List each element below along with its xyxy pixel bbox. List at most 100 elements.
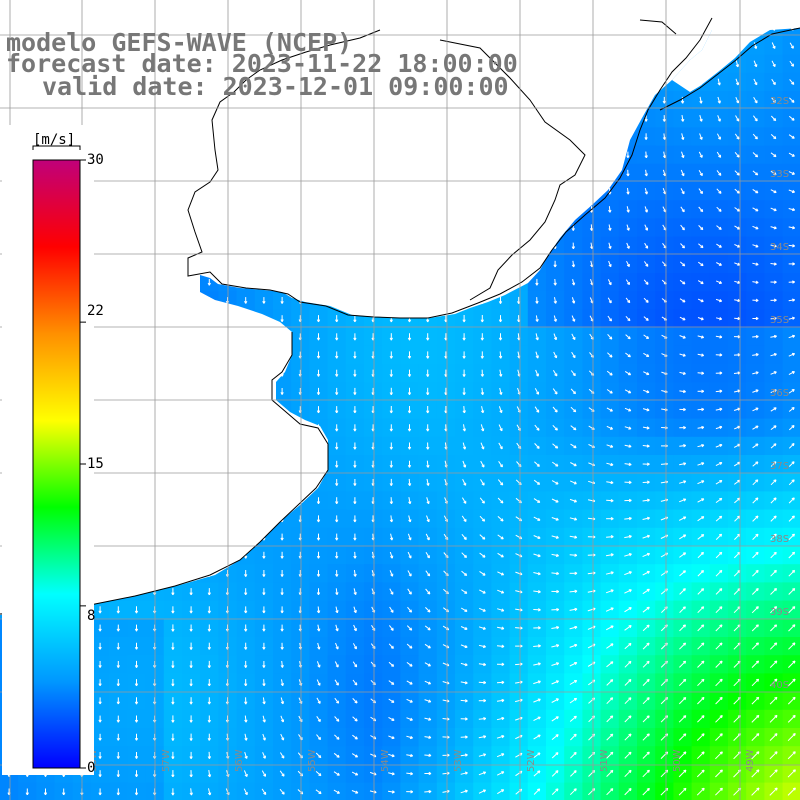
wind-arrow — [462, 369, 466, 377]
wind-arrow — [606, 389, 613, 394]
wind-arrow — [716, 262, 722, 266]
wind-arrow — [788, 152, 795, 157]
wind-arrow — [407, 387, 412, 396]
wind-arrow — [698, 206, 704, 213]
wind-arrow — [389, 369, 393, 377]
wind-arrow — [462, 333, 466, 341]
wind-arrow — [735, 115, 740, 122]
wind-arrow — [716, 188, 722, 194]
wind-arrow — [699, 96, 703, 104]
wind-arrow — [734, 243, 741, 248]
wind-arrow — [626, 169, 630, 177]
wind-arrow — [752, 244, 759, 248]
wind-arrow — [624, 389, 632, 394]
latitude-label: 39S — [770, 607, 789, 618]
wind-arrow — [570, 370, 576, 377]
wind-arrow — [407, 369, 412, 377]
wind-arrow — [480, 351, 484, 359]
longitude-label: 57W — [161, 749, 172, 772]
wind-arrow — [480, 369, 485, 377]
wind-arrow — [770, 280, 777, 284]
wind-arrow — [679, 298, 686, 303]
wind-arrow — [697, 335, 705, 339]
wind-arrow — [389, 387, 393, 396]
wind-arrow — [715, 317, 723, 321]
wind-arrow — [353, 387, 357, 395]
wind-arrow — [625, 334, 631, 340]
wind-arrow — [607, 297, 612, 304]
wind-arrow — [535, 315, 539, 322]
wind-arrow — [734, 151, 740, 158]
wind-arrow — [752, 316, 759, 321]
wind-arrow — [280, 315, 284, 323]
wind-arrow — [316, 387, 321, 395]
wind-arrow — [426, 369, 430, 377]
wind-arrow — [462, 351, 466, 359]
wind-arrow — [788, 115, 795, 121]
wind-arrow — [608, 224, 612, 231]
wind-arrow — [715, 335, 723, 339]
wind-arrow — [752, 115, 758, 122]
colorbar-tick-label: 0 — [87, 760, 96, 776]
wind-arrow — [788, 134, 795, 139]
wind-arrow — [771, 97, 776, 104]
wind-arrow — [679, 279, 686, 285]
wind-arrow — [643, 352, 650, 357]
wind-arrow — [788, 371, 795, 376]
colorbar-unit: [m/s] — [33, 132, 76, 148]
wind-arrow — [608, 260, 612, 268]
wind-arrow — [734, 207, 741, 212]
wind-arrow — [679, 353, 686, 357]
wind-arrow — [697, 298, 704, 303]
wind-arrow — [770, 207, 777, 212]
wind-arrow — [752, 225, 759, 230]
wind-arrow — [407, 351, 412, 359]
wind-arrow — [353, 333, 357, 341]
wind-arrow — [606, 370, 613, 376]
wind-arrow — [316, 333, 321, 341]
wind-arrow — [607, 315, 612, 322]
wind-arrow — [643, 261, 649, 267]
wind-arrow — [789, 42, 794, 49]
wind-arrow — [498, 315, 503, 323]
wind-arrow — [625, 352, 631, 358]
wind-arrow — [644, 133, 648, 140]
wind-arrow — [681, 133, 685, 140]
longitude-label: 49W — [745, 749, 756, 772]
wind-arrow — [353, 315, 357, 323]
wind-arrow — [389, 333, 393, 341]
wind-arrow — [752, 334, 759, 339]
wind-arrow — [752, 353, 759, 357]
longitude-label: 51W — [599, 749, 610, 772]
wind-arrow — [499, 369, 503, 377]
latitude-label: 32S — [770, 96, 789, 107]
latitude-label: 37S — [770, 461, 789, 472]
wind-arrow — [697, 280, 704, 285]
wind-arrow — [788, 189, 795, 194]
wind-arrow — [643, 279, 649, 285]
wind-arrow — [643, 334, 650, 339]
wind-arrow — [770, 334, 777, 339]
wind-arrow — [770, 353, 777, 357]
wind-arrow — [716, 206, 722, 212]
longitude-label: 50W — [672, 749, 683, 772]
wind-arrow — [753, 97, 758, 104]
wind-arrow — [788, 244, 795, 248]
wind-arrow — [626, 206, 630, 213]
wind-arrow — [734, 188, 740, 194]
latitude-label: 40S — [770, 680, 789, 691]
wind-arrow — [770, 134, 777, 140]
wind-arrow — [753, 60, 758, 68]
wind-arrow — [770, 152, 777, 158]
wind-arrow — [607, 333, 613, 340]
wind-arrow — [715, 371, 723, 375]
wind-arrow — [607, 279, 612, 286]
wind-arrow — [280, 297, 284, 304]
wind-arrow — [335, 369, 339, 377]
wind-arrow — [789, 60, 794, 67]
wind-arrow — [716, 225, 722, 230]
colorbar-gradient — [32, 159, 81, 769]
wind-arrow — [480, 387, 485, 395]
wind-arrow — [534, 388, 539, 395]
wind-arrow — [752, 298, 759, 303]
